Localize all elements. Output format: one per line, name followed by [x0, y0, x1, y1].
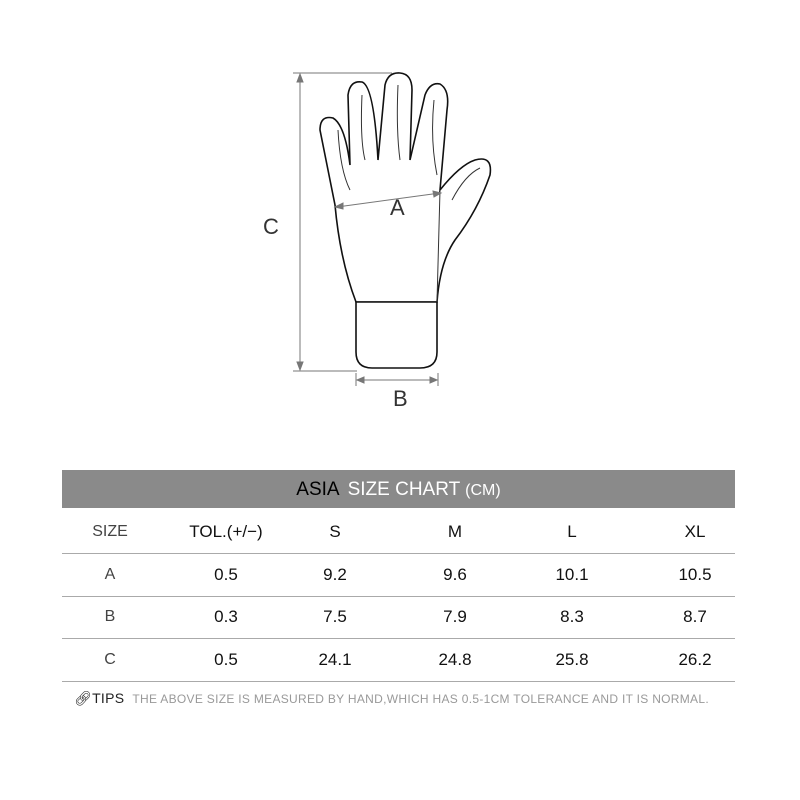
table-cell: 0.5	[214, 649, 238, 669]
chart-title-bar: ASIA SIZE CHART (CM)	[62, 470, 735, 508]
table-row: A 0.5 9.2 9.6 10.1 10.5	[62, 554, 735, 597]
table-cell: 8.7	[683, 607, 707, 626]
table-cell: 0.5	[214, 564, 238, 584]
table-cell: C	[104, 650, 116, 668]
table-row: C 0.5 24.1 24.8 25.8 26.2	[62, 639, 735, 682]
table-cell: 9.6	[443, 564, 467, 584]
glove-diagram	[293, 72, 492, 386]
table-cell: 26.2	[678, 649, 712, 669]
table-cell: 24.8	[438, 649, 472, 669]
chart-title: SIZE CHART	[347, 479, 460, 500]
link-icon: 🔗︎	[74, 690, 93, 706]
table-cell: 9.2	[323, 564, 347, 584]
chart-unit: (CM)	[465, 482, 501, 499]
dimension-lines	[293, 72, 443, 386]
table-row: B 0.3 7.5 7.9 8.3 8.7	[62, 596, 735, 639]
dimension-label-b: B	[393, 386, 408, 411]
tips-label: TIPS	[92, 690, 125, 706]
table-cell: A	[104, 565, 116, 583]
table-cell: 25.8	[555, 649, 589, 669]
dimension-label-a: A	[390, 195, 405, 220]
dimension-label-c: C	[263, 214, 279, 239]
column-header: S	[329, 522, 341, 541]
column-header: SIZE	[92, 523, 128, 540]
table-cell: 0.3	[214, 607, 238, 626]
table-cell: 7.5	[323, 607, 347, 626]
chart-title-region: ASIA	[296, 479, 340, 500]
table-cell: B	[104, 608, 116, 625]
table-header-row: SIZE TOL.(+/−) S M L XL	[62, 511, 735, 554]
table-cell: 24.1	[318, 649, 352, 669]
table-cell: 7.9	[443, 607, 467, 626]
column-header: XL	[684, 522, 706, 541]
tips-label-wrap: 🔗︎TIPS	[74, 690, 124, 706]
glove-cuff	[355, 301, 438, 369]
column-header: TOL.(+/−)	[189, 522, 263, 541]
table-cell: 8.3	[560, 607, 584, 626]
column-header: L	[567, 522, 577, 541]
table-cell: 10.1	[555, 564, 589, 584]
tips-note: 🔗︎TIPS THE ABOVE SIZE IS MEASURED BY HAND…	[74, 690, 709, 707]
table-cell: 10.5	[678, 564, 712, 584]
tips-text: THE ABOVE SIZE IS MEASURED BY HAND,WHICH…	[132, 692, 709, 706]
column-header: M	[447, 522, 463, 541]
glove-outline	[319, 72, 492, 303]
